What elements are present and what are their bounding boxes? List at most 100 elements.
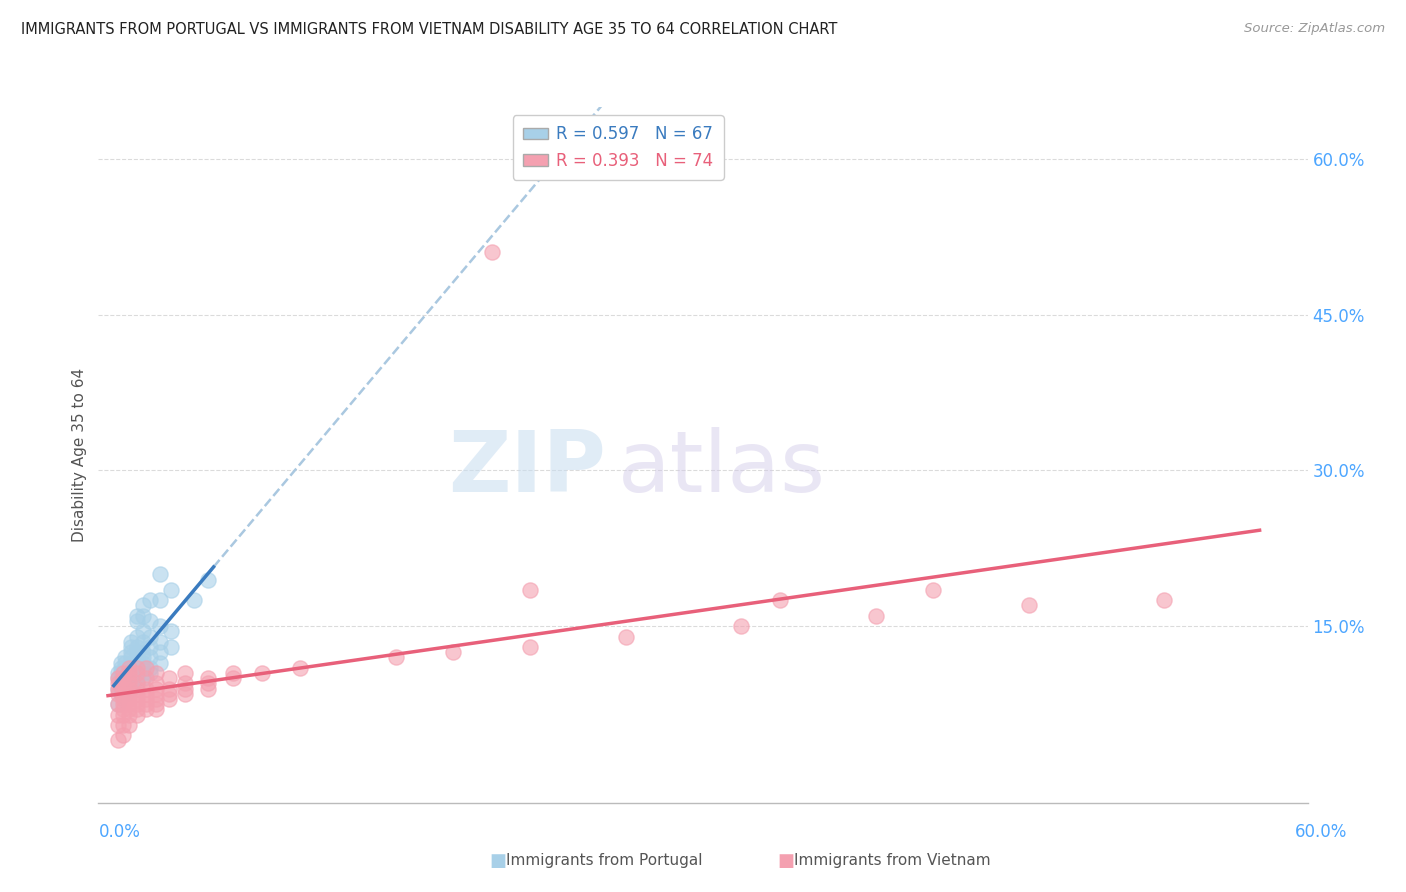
Point bbox=[149, 635, 172, 649]
Text: ■: ■ bbox=[489, 852, 506, 870]
Point bbox=[125, 697, 148, 711]
Point bbox=[519, 582, 541, 597]
Point bbox=[135, 702, 157, 716]
Point bbox=[107, 733, 129, 747]
Point bbox=[112, 707, 135, 722]
Text: Immigrants from Vietnam: Immigrants from Vietnam bbox=[794, 854, 991, 868]
Point bbox=[173, 687, 195, 701]
Point bbox=[118, 665, 141, 680]
Point bbox=[110, 681, 132, 696]
Text: Source: ZipAtlas.com: Source: ZipAtlas.com bbox=[1244, 22, 1385, 36]
Point bbox=[145, 697, 167, 711]
Point bbox=[159, 692, 181, 706]
Point bbox=[160, 582, 183, 597]
Point bbox=[385, 650, 408, 665]
Point bbox=[173, 676, 195, 690]
Point bbox=[159, 687, 181, 701]
Point bbox=[131, 656, 153, 670]
Point bbox=[125, 661, 148, 675]
Point bbox=[125, 630, 148, 644]
Point bbox=[112, 687, 135, 701]
Point bbox=[131, 645, 153, 659]
Point bbox=[135, 692, 157, 706]
Point bbox=[114, 665, 136, 680]
Point bbox=[145, 676, 167, 690]
Point bbox=[145, 692, 167, 706]
Text: 60.0%: 60.0% bbox=[1295, 822, 1347, 840]
Point bbox=[131, 624, 153, 639]
Point bbox=[135, 681, 157, 696]
Point bbox=[107, 671, 129, 685]
Point bbox=[125, 665, 148, 680]
Point bbox=[120, 656, 142, 670]
Point bbox=[139, 665, 162, 680]
Point bbox=[118, 681, 141, 696]
Point bbox=[197, 681, 219, 696]
Point bbox=[131, 608, 153, 623]
Point bbox=[114, 661, 136, 675]
Point bbox=[125, 692, 148, 706]
Text: 0.0%: 0.0% bbox=[98, 822, 141, 840]
Point bbox=[173, 681, 195, 696]
Y-axis label: Disability Age 35 to 64: Disability Age 35 to 64 bbox=[72, 368, 87, 542]
Point bbox=[160, 624, 183, 639]
Point bbox=[107, 687, 129, 701]
Point bbox=[1018, 599, 1040, 613]
Point bbox=[145, 702, 167, 716]
Point bbox=[250, 665, 273, 680]
Point bbox=[131, 650, 153, 665]
Point bbox=[125, 676, 148, 690]
Point bbox=[139, 661, 162, 675]
Point bbox=[131, 599, 153, 613]
Point bbox=[114, 656, 136, 670]
Point bbox=[125, 687, 148, 701]
Point bbox=[120, 640, 142, 654]
Point bbox=[125, 640, 148, 654]
Point bbox=[112, 676, 135, 690]
Point bbox=[131, 665, 153, 680]
Point bbox=[125, 681, 148, 696]
Point bbox=[120, 676, 142, 690]
Point bbox=[112, 702, 135, 716]
Text: Immigrants from Portugal: Immigrants from Portugal bbox=[506, 854, 703, 868]
Point bbox=[107, 697, 129, 711]
Text: ■: ■ bbox=[778, 852, 794, 870]
Text: ZIP: ZIP bbox=[449, 427, 606, 510]
Point bbox=[145, 681, 167, 696]
Point bbox=[922, 582, 945, 597]
Point bbox=[131, 671, 153, 685]
Point bbox=[197, 676, 219, 690]
Point bbox=[730, 619, 752, 633]
Point bbox=[120, 665, 142, 680]
Point bbox=[125, 645, 148, 659]
Point bbox=[149, 619, 172, 633]
Point bbox=[139, 640, 162, 654]
Point bbox=[159, 671, 181, 685]
Point bbox=[183, 593, 205, 607]
Point bbox=[131, 661, 153, 675]
Point bbox=[107, 676, 129, 690]
Point bbox=[118, 697, 141, 711]
Point bbox=[112, 718, 135, 732]
Point bbox=[118, 718, 141, 732]
Point bbox=[118, 702, 141, 716]
Point bbox=[112, 697, 135, 711]
Point bbox=[222, 671, 245, 685]
Point bbox=[107, 718, 129, 732]
Point bbox=[107, 671, 129, 685]
Point bbox=[120, 635, 142, 649]
Point bbox=[481, 245, 503, 260]
Point bbox=[110, 661, 132, 675]
Point bbox=[139, 650, 162, 665]
Point bbox=[443, 645, 465, 659]
Point bbox=[149, 645, 172, 659]
Point bbox=[139, 614, 162, 628]
Point bbox=[120, 645, 142, 659]
Text: IMMIGRANTS FROM PORTUGAL VS IMMIGRANTS FROM VIETNAM DISABILITY AGE 35 TO 64 CORR: IMMIGRANTS FROM PORTUGAL VS IMMIGRANTS F… bbox=[21, 22, 838, 37]
Point bbox=[1153, 593, 1175, 607]
Point bbox=[125, 676, 148, 690]
Point bbox=[139, 630, 162, 644]
Point bbox=[107, 707, 129, 722]
Point bbox=[112, 665, 135, 680]
Point bbox=[118, 707, 141, 722]
